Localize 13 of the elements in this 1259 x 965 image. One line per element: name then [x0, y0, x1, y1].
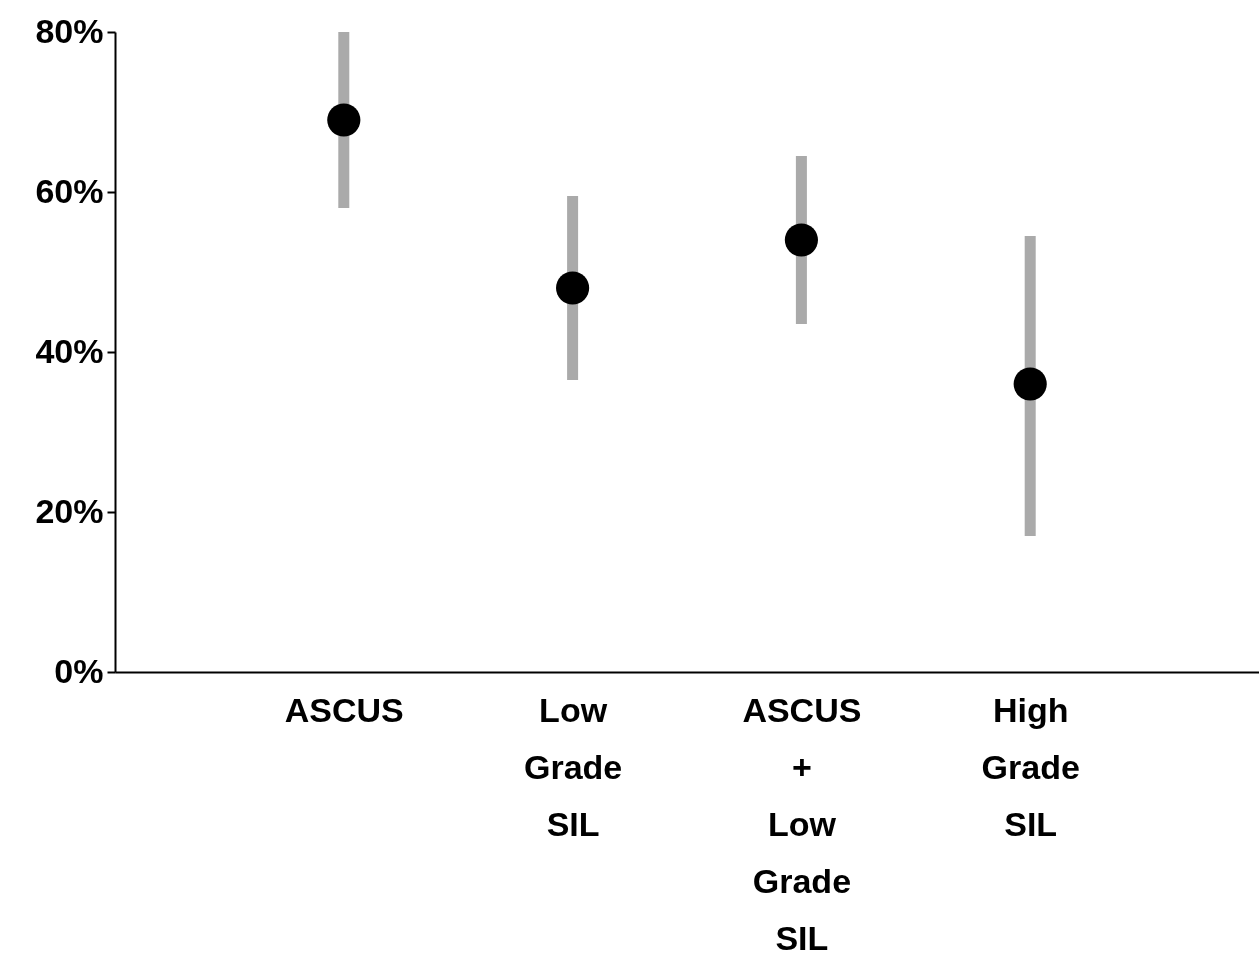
point: [556, 271, 590, 305]
y-tick-label: 20%: [35, 491, 104, 530]
y-tick-label: 40%: [35, 331, 104, 370]
y-tick-label: 0%: [54, 651, 104, 690]
point: [327, 103, 361, 137]
x-tick-label: ASCUS: [284, 690, 404, 729]
x-tick-label: Low Grade SIL: [523, 690, 623, 843]
x-tick-label: High Grade SIL: [981, 690, 1080, 843]
x-tick-label: ASCUS + Low Grade SIL: [742, 690, 862, 957]
point: [1013, 367, 1047, 401]
y-tick-label: 80%: [35, 11, 104, 50]
point: [784, 223, 818, 257]
y-tick-label: 60%: [35, 171, 104, 210]
